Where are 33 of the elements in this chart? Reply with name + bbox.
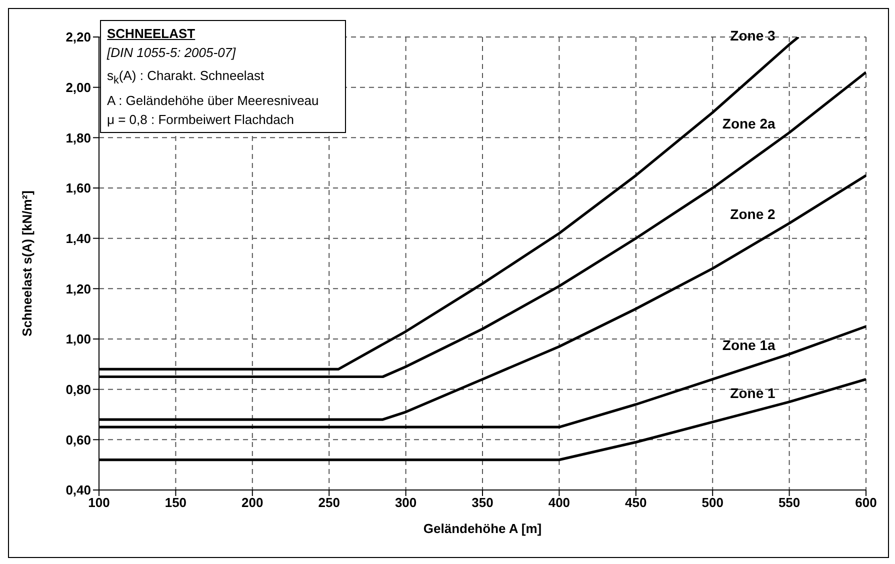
x-tick-label: 500: [702, 495, 724, 510]
y-tick-label: 1,40: [66, 230, 91, 246]
y-tick-label: 2,20: [66, 30, 91, 45]
x-tick-label: 100: [88, 495, 110, 510]
x-tick-label: 350: [472, 495, 494, 510]
y-axis-title: Schneelast s(A) [kN/m²]: [20, 190, 35, 336]
y-tick-label: 1,60: [66, 180, 91, 196]
x-axis-title: Geländehöhe A [m]: [423, 521, 542, 536]
chart-title: SCHNEELAST: [107, 25, 196, 43]
series-label: Zone 2: [730, 206, 776, 222]
series-label: Zone 3: [730, 28, 776, 44]
series-label: Zone 2a: [722, 116, 776, 132]
annotation: μ = 0,8 : Formbeiwert Flachdach: [107, 110, 296, 129]
x-tick-label: 150: [164, 495, 187, 510]
y-tick-label: 0,60: [66, 432, 91, 448]
y-tick-label: 1,20: [66, 281, 91, 296]
y-tick-label: 2,00: [66, 80, 91, 95]
y-tick-label: 1,00: [66, 332, 91, 347]
x-tick-label: 400: [548, 495, 570, 510]
series-label: Zone 1: [730, 384, 776, 401]
series-label: Zone 1a: [722, 337, 776, 354]
text: [DIN 1055-5: 2005-07]: [107, 44, 237, 62]
y-tick-label: 1,80: [66, 130, 91, 146]
x-tick-label: 550: [778, 495, 800, 510]
annotation: A : Geländehöhe über Meeresniveau: [107, 92, 320, 110]
annotation: s$_{k}$(A) : Charakt. Schneelast: [107, 67, 266, 89]
x-tick-label: 300: [394, 495, 417, 510]
x-tick-label: 250: [318, 495, 340, 510]
y-tick-label: 0,40: [66, 482, 91, 498]
x-tick-label: 600: [855, 495, 877, 510]
y-tick-label: 0,80: [66, 382, 91, 397]
x-tick-label: 450: [625, 495, 647, 510]
x-tick-label: 200: [242, 495, 264, 510]
